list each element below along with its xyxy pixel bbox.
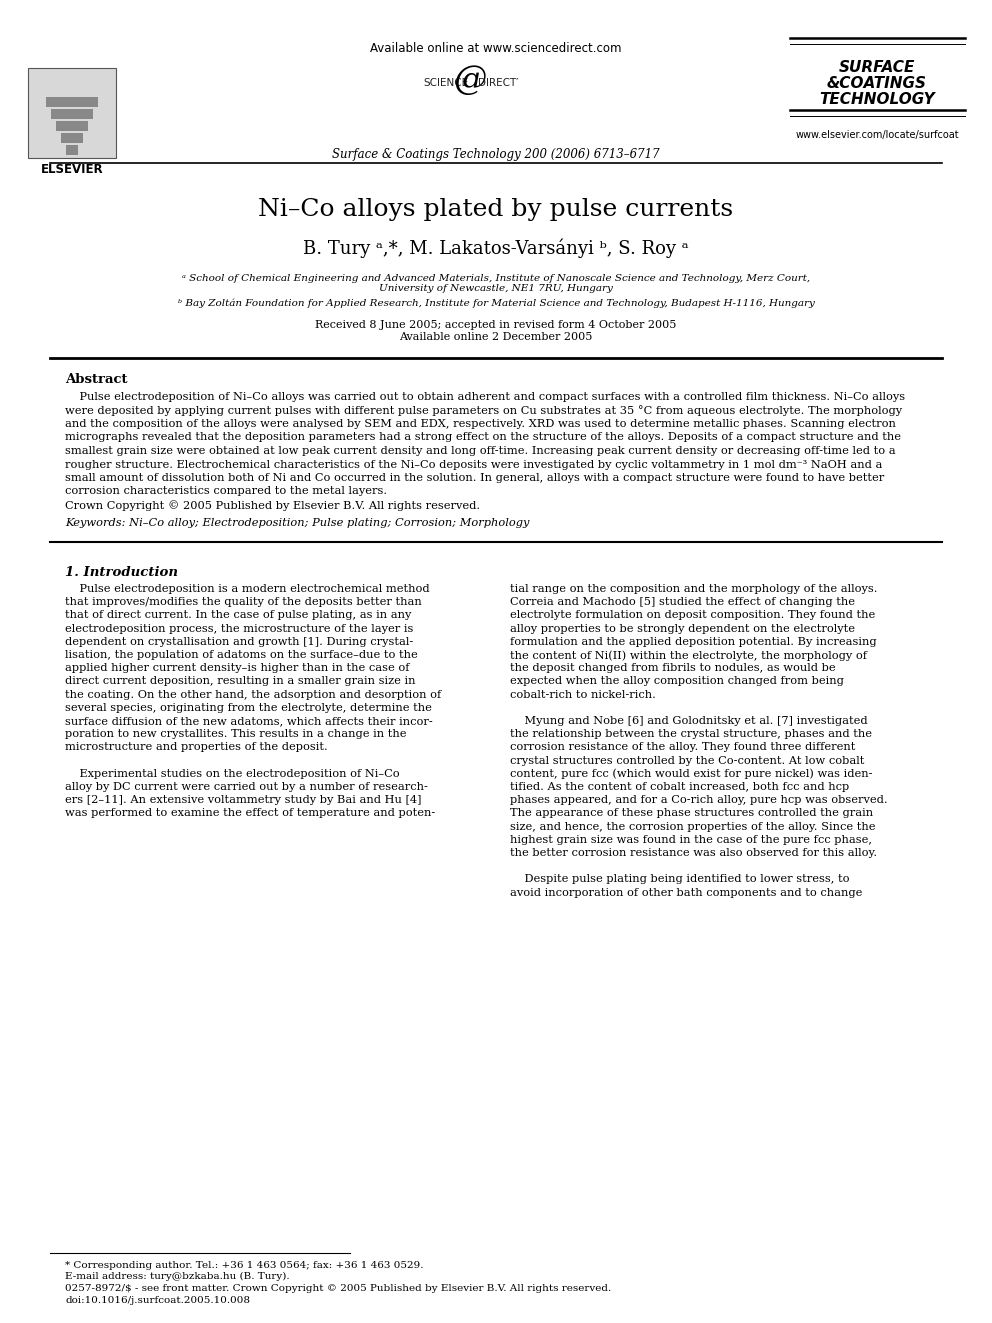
Text: that of direct current. In the case of pulse plating, as in any: that of direct current. In the case of p…	[65, 610, 412, 620]
Text: poration to new crystallites. This results in a change in the: poration to new crystallites. This resul…	[65, 729, 407, 740]
Text: cobalt-rich to nickel-rich.: cobalt-rich to nickel-rich.	[510, 689, 656, 700]
Text: TECHNOLOGY: TECHNOLOGY	[819, 93, 934, 107]
Text: ELSEVIER: ELSEVIER	[41, 163, 103, 176]
Text: expected when the alloy composition changed from being: expected when the alloy composition chan…	[510, 676, 844, 687]
Text: the deposit changed from fibrils to nodules, as would be: the deposit changed from fibrils to nodu…	[510, 663, 835, 673]
Text: ᵇ Bay Zoltán Foundation for Applied Research, Institute for Material Science and: ᵇ Bay Zoltán Foundation for Applied Rese…	[178, 298, 814, 307]
Text: micrographs revealed that the deposition parameters had a strong effect on the s: micrographs revealed that the deposition…	[65, 433, 901, 442]
Text: Correia and Machodo [5] studied the effect of changing the: Correia and Machodo [5] studied the effe…	[510, 597, 855, 607]
Text: were deposited by applying current pulses with different pulse parameters on Cu : were deposited by applying current pulse…	[65, 406, 902, 417]
Text: that improves/modifies the quality of the deposits better than: that improves/modifies the quality of th…	[65, 597, 422, 607]
Text: Keywords: Ni–Co alloy; Electrodeposition; Pulse plating; Corrosion; Morphology: Keywords: Ni–Co alloy; Electrodeposition…	[65, 519, 530, 528]
Text: @: @	[453, 64, 487, 97]
Text: phases appeared, and for a Co-rich alloy, pure hcp was observed.: phases appeared, and for a Co-rich alloy…	[510, 795, 888, 806]
Text: &COATINGS: &COATINGS	[827, 75, 927, 91]
Text: corrosion resistance of the alloy. They found three different: corrosion resistance of the alloy. They …	[510, 742, 855, 753]
Text: avoid incorporation of other bath components and to change: avoid incorporation of other bath compon…	[510, 888, 862, 897]
Bar	[28, 67, 116, 157]
Text: ers [2–11]. An extensive voltammetry study by Bai and Hu [4]: ers [2–11]. An extensive voltammetry stu…	[65, 795, 422, 806]
Bar	[46, 97, 98, 107]
Text: Myung and Nobe [6] and Golodnitsky et al. [7] investigated: Myung and Nobe [6] and Golodnitsky et al…	[510, 716, 868, 726]
Text: microstructure and properties of the deposit.: microstructure and properties of the dep…	[65, 742, 327, 753]
Text: tified. As the content of cobalt increased, both fcc and hcp: tified. As the content of cobalt increas…	[510, 782, 849, 792]
Text: the relationship between the crystal structure, phases and the: the relationship between the crystal str…	[510, 729, 872, 740]
Text: surface diffusion of the new adatoms, which affects their incor-: surface diffusion of the new adatoms, wh…	[65, 716, 433, 726]
Text: small amount of dissolution both of Ni and Co occurred in the solution. In gener: small amount of dissolution both of Ni a…	[65, 474, 884, 483]
Text: B. Tury ᵃ,*, M. Lakatos-Varsányi ᵇ, S. Roy ᵃ: B. Tury ᵃ,*, M. Lakatos-Varsányi ᵇ, S. R…	[304, 238, 688, 258]
Bar	[56, 120, 88, 131]
Text: 0257-8972/$ - see front matter. Crown Copyright © 2005 Published by Elsevier B.V: 0257-8972/$ - see front matter. Crown Co…	[65, 1285, 611, 1293]
Text: The appearance of these phase structures controlled the grain: The appearance of these phase structures…	[510, 808, 873, 819]
Text: alloy by DC current were carried out by a number of research-: alloy by DC current were carried out by …	[65, 782, 428, 792]
Text: and the composition of the alloys were analysed by SEM and EDX, respectively. XR: and the composition of the alloys were a…	[65, 419, 896, 429]
Text: SCIENCE: SCIENCE	[423, 78, 468, 89]
Text: Available online at www.sciencedirect.com: Available online at www.sciencedirect.co…	[370, 42, 622, 56]
Text: Pulse electrodeposition of Ni–Co alloys was carried out to obtain adherent and c: Pulse electrodeposition of Ni–Co alloys …	[65, 392, 905, 402]
Text: applied higher current density–is higher than in the case of: applied higher current density–is higher…	[65, 663, 410, 673]
Text: E-mail address: tury@bzkaba.hu (B. Tury).: E-mail address: tury@bzkaba.hu (B. Tury)…	[65, 1271, 290, 1281]
Text: content, pure fcc (which would exist for pure nickel) was iden-: content, pure fcc (which would exist for…	[510, 769, 873, 779]
Text: tial range on the composition and the morphology of the alloys.: tial range on the composition and the mo…	[510, 583, 878, 594]
Text: doi:10.1016/j.surfcoat.2005.10.008: doi:10.1016/j.surfcoat.2005.10.008	[65, 1297, 250, 1304]
Text: Received 8 June 2005; accepted in revised form 4 October 2005
Available online 2: Received 8 June 2005; accepted in revise…	[315, 320, 677, 341]
Text: crystal structures controlled by the Co-content. At low cobalt: crystal structures controlled by the Co-…	[510, 755, 864, 766]
Text: 1. Introduction: 1. Introduction	[65, 566, 178, 579]
Text: smallest grain size were obtained at low peak current density and long off-time.: smallest grain size were obtained at low…	[65, 446, 896, 456]
Text: Pulse electrodeposition is a modern electrochemical method: Pulse electrodeposition is a modern elec…	[65, 583, 430, 594]
Text: Ni–Co alloys plated by pulse currents: Ni–Co alloys plated by pulse currents	[259, 198, 733, 221]
Text: ᵃ School of Chemical Engineering and Advanced Materials, Institute of Nanoscale : ᵃ School of Chemical Engineering and Adv…	[182, 274, 810, 294]
Bar	[61, 134, 83, 143]
Text: Experimental studies on the electrodeposition of Ni–Co: Experimental studies on the electrodepos…	[65, 769, 400, 779]
Text: electrodeposition process, the microstructure of the layer is: electrodeposition process, the microstru…	[65, 623, 414, 634]
Bar	[51, 108, 93, 119]
Text: lisation, the population of adatoms on the surface–due to the: lisation, the population of adatoms on t…	[65, 650, 418, 660]
Text: was performed to examine the effect of temperature and poten-: was performed to examine the effect of t…	[65, 808, 435, 819]
Text: size, and hence, the corrosion properties of the alloy. Since the: size, and hence, the corrosion propertie…	[510, 822, 876, 832]
Text: the content of Ni(II) within the electrolyte, the morphology of: the content of Ni(II) within the electro…	[510, 650, 867, 660]
Text: dependent on crystallisation and growth [1]. During crystal-: dependent on crystallisation and growth …	[65, 636, 414, 647]
Bar	[66, 146, 78, 155]
Text: electrolyte formulation on deposit composition. They found the: electrolyte formulation on deposit compo…	[510, 610, 875, 620]
Text: the better corrosion resistance was also observed for this alloy.: the better corrosion resistance was also…	[510, 848, 877, 859]
Text: DIRECT′: DIRECT′	[478, 78, 519, 89]
Text: highest grain size was found in the case of the pure fcc phase,: highest grain size was found in the case…	[510, 835, 872, 845]
Text: SURFACE: SURFACE	[839, 60, 916, 75]
Text: alloy properties to be strongly dependent on the electrolyte: alloy properties to be strongly dependen…	[510, 623, 855, 634]
Text: * Corresponding author. Tel.: +36 1 463 0564; fax: +36 1 463 0529.: * Corresponding author. Tel.: +36 1 463 …	[65, 1261, 424, 1270]
Text: Crown Copyright © 2005 Published by Elsevier B.V. All rights reserved.: Crown Copyright © 2005 Published by Else…	[65, 500, 480, 511]
Text: Surface & Coatings Technology 200 (2006) 6713–6717: Surface & Coatings Technology 200 (2006)…	[332, 148, 660, 161]
Text: direct current deposition, resulting in a smaller grain size in: direct current deposition, resulting in …	[65, 676, 416, 687]
Text: Despite pulse plating being identified to lower stress, to: Despite pulse plating being identified t…	[510, 875, 849, 884]
Text: the coating. On the other hand, the adsorption and desorption of: the coating. On the other hand, the adso…	[65, 689, 441, 700]
Text: several species, originating from the electrolyte, determine the: several species, originating from the el…	[65, 703, 432, 713]
Text: formulation and the applied deposition potential. By increasing: formulation and the applied deposition p…	[510, 636, 877, 647]
Text: Abstract: Abstract	[65, 373, 128, 386]
Text: rougher structure. Electrochemical characteristics of the Ni–Co deposits were in: rougher structure. Electrochemical chara…	[65, 459, 882, 470]
Text: corrosion characteristics compared to the metal layers.: corrosion characteristics compared to th…	[65, 487, 387, 496]
Text: www.elsevier.com/locate/surfcoat: www.elsevier.com/locate/surfcoat	[796, 130, 959, 140]
